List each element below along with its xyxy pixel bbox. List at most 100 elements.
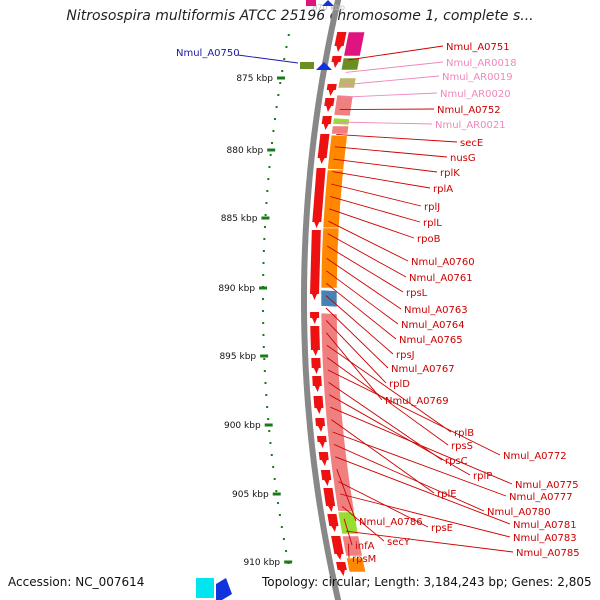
gene-label-leader (333, 158, 438, 173)
ruler-dot (282, 538, 285, 540)
ruler-dot (278, 514, 281, 516)
gene-label: Nmul_A0769 (385, 396, 449, 407)
ruler-dot (283, 58, 286, 60)
ruler-dot (280, 526, 283, 528)
ruler-tick-label: 905 kbp (232, 490, 269, 500)
gene-arrow (318, 452, 329, 466)
reverse-gene-feature-top (306, 0, 316, 6)
gene-label: rplL (423, 218, 442, 229)
ruler-dot (272, 130, 275, 132)
reverse-gene-arrow (316, 62, 332, 70)
ruler-tick (264, 423, 273, 427)
reverse-gene-arrow-bottom (216, 578, 232, 600)
gene-arrow (310, 312, 320, 324)
gene-label-leader (346, 530, 514, 553)
ruler-dot (268, 430, 271, 432)
ruler-dot (273, 118, 276, 120)
ruler-tick (259, 286, 268, 290)
gene-label-leader (330, 183, 422, 207)
gene-label: Nmul_A0751 (446, 42, 510, 53)
ruler-dot (264, 214, 267, 216)
map-title: Nitrosospira multiformis ATCC 25196 chro… (66, 8, 534, 24)
gene-label: Nmul_AR0021 (435, 120, 506, 131)
gene-label-leader (327, 233, 407, 278)
ruler-dot (270, 142, 273, 144)
genome-backbone (301, 0, 342, 600)
ruler-dot (267, 178, 270, 180)
gene-label-leader (326, 270, 399, 325)
gene-label-leader (330, 406, 513, 485)
gene-feature (333, 94, 354, 117)
gene-feature (332, 117, 350, 126)
gene-arrow (313, 396, 324, 414)
gene-label: Nmul_AR0019 (442, 72, 513, 83)
ruler-dot (267, 418, 270, 420)
gene-arrow (323, 488, 336, 512)
gene-label-leader (326, 357, 449, 446)
gene-feature (331, 125, 350, 135)
gene-label-leader (343, 75, 440, 86)
gene-label: Nmul_AR0018 (446, 58, 517, 69)
ruler-tick-label: 880 kbp (227, 146, 264, 156)
gene-arrow (336, 562, 347, 576)
gene-label: rplA (433, 184, 453, 195)
gene-label: secE (460, 138, 483, 149)
gene-arrow (312, 376, 322, 392)
gene-feature (346, 557, 367, 573)
ruler-tick-label: 890 kbp (218, 284, 255, 294)
gene-label: infA (355, 541, 375, 552)
gene-label: secY (387, 537, 411, 548)
gene-arrow (331, 56, 342, 68)
ruler-tick-label: 910 kbp (243, 558, 280, 568)
ruler-tick-label: 895 kbp (219, 352, 256, 362)
gene-label: Nmul_A0786 (359, 517, 423, 528)
gene-arrow (310, 326, 320, 356)
reverse-gene-feature-bottom (196, 578, 214, 598)
gene-feature (327, 134, 348, 171)
gene-label: rpsS (451, 441, 473, 452)
ruler-dot (266, 406, 269, 408)
ruler-dot (269, 154, 272, 156)
gene-label-leader (336, 469, 357, 522)
gene-arrow (311, 358, 321, 374)
ruler-dot (272, 466, 275, 468)
gene-arrow (316, 436, 327, 448)
ruler-dot (269, 442, 272, 444)
ruler-dot (285, 550, 288, 552)
gene-label-leader (338, 481, 429, 528)
gene-label: Nmul_A0760 (411, 257, 475, 268)
gene-arrow (334, 32, 347, 52)
ruler-tick (260, 354, 269, 358)
gene-label-leader (327, 369, 501, 456)
accession-label: Accession: NC_007614 (8, 575, 145, 589)
gene-label: Nmul_A0763 (404, 305, 468, 316)
gene-label: rpoB (417, 234, 441, 245)
gene-feature (337, 511, 359, 535)
gene-label: Nmul_AR0020 (440, 89, 511, 100)
gene-label: Nmul_A0772 (503, 451, 567, 462)
gene-label-leader (337, 121, 433, 125)
gene-arrow (317, 134, 330, 164)
gene-arrow (315, 418, 326, 432)
ruler-dot (268, 166, 271, 168)
gene-arrow (310, 230, 321, 300)
ruler-tick-label: 885 kbp (221, 214, 258, 224)
ruler-dot (262, 346, 265, 348)
gene-label-leader (326, 258, 402, 310)
gene-label-leader (348, 543, 350, 559)
ruler-dot (287, 34, 290, 36)
gene-label: Nmul_A0765 (399, 335, 463, 346)
gene-feature (337, 77, 357, 89)
gene-arrow (324, 98, 335, 112)
gene-label-leader (336, 133, 458, 143)
gene-label: Nmul_A0780 (487, 507, 551, 518)
gene-feature (320, 227, 340, 289)
gene-label: rplB (454, 428, 474, 439)
ruler-tick (261, 216, 270, 220)
gene-label: rpsE (431, 523, 453, 534)
gene-label-leader (335, 456, 511, 525)
gene-feature (343, 31, 366, 57)
ruler-dot (275, 106, 278, 108)
ruler-dot (285, 46, 288, 48)
